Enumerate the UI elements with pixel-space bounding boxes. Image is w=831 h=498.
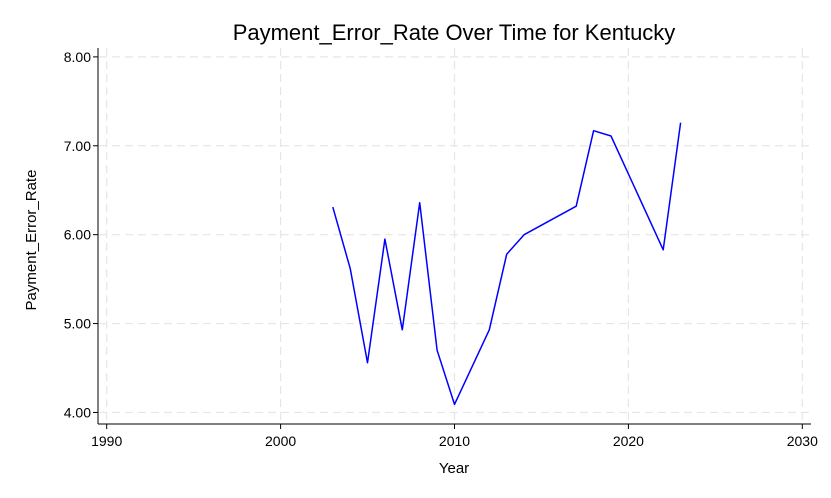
x-axis-ticks: 1990 2000 2010 2020 2030 [91,424,818,449]
y-axis-ticks: 4.00 5.00 6.00 7.00 8.00 [64,49,98,420]
y-tick-label: 6.00 [64,227,91,243]
chart-title: Payment_Error_Rate Over Time for Kentuck… [233,20,676,45]
x-tick-label: 2030 [787,433,818,449]
series-line [332,122,682,406]
y-tick-label: 8.00 [64,49,91,65]
y-tick-label: 5.00 [64,316,91,332]
grid-lines [99,48,811,423]
y-tick-label: 4.00 [64,404,91,420]
series-layer [332,122,682,406]
y-tick-label: 7.00 [64,138,91,154]
x-tick-label: 1990 [91,433,122,449]
y-axis-label: Payment_Error_Rate [23,170,40,311]
x-tick-label: 2020 [613,433,644,449]
x-tick-label: 2010 [439,433,470,449]
x-axis-label: Year [439,460,469,477]
x-tick-label: 2000 [265,433,296,449]
